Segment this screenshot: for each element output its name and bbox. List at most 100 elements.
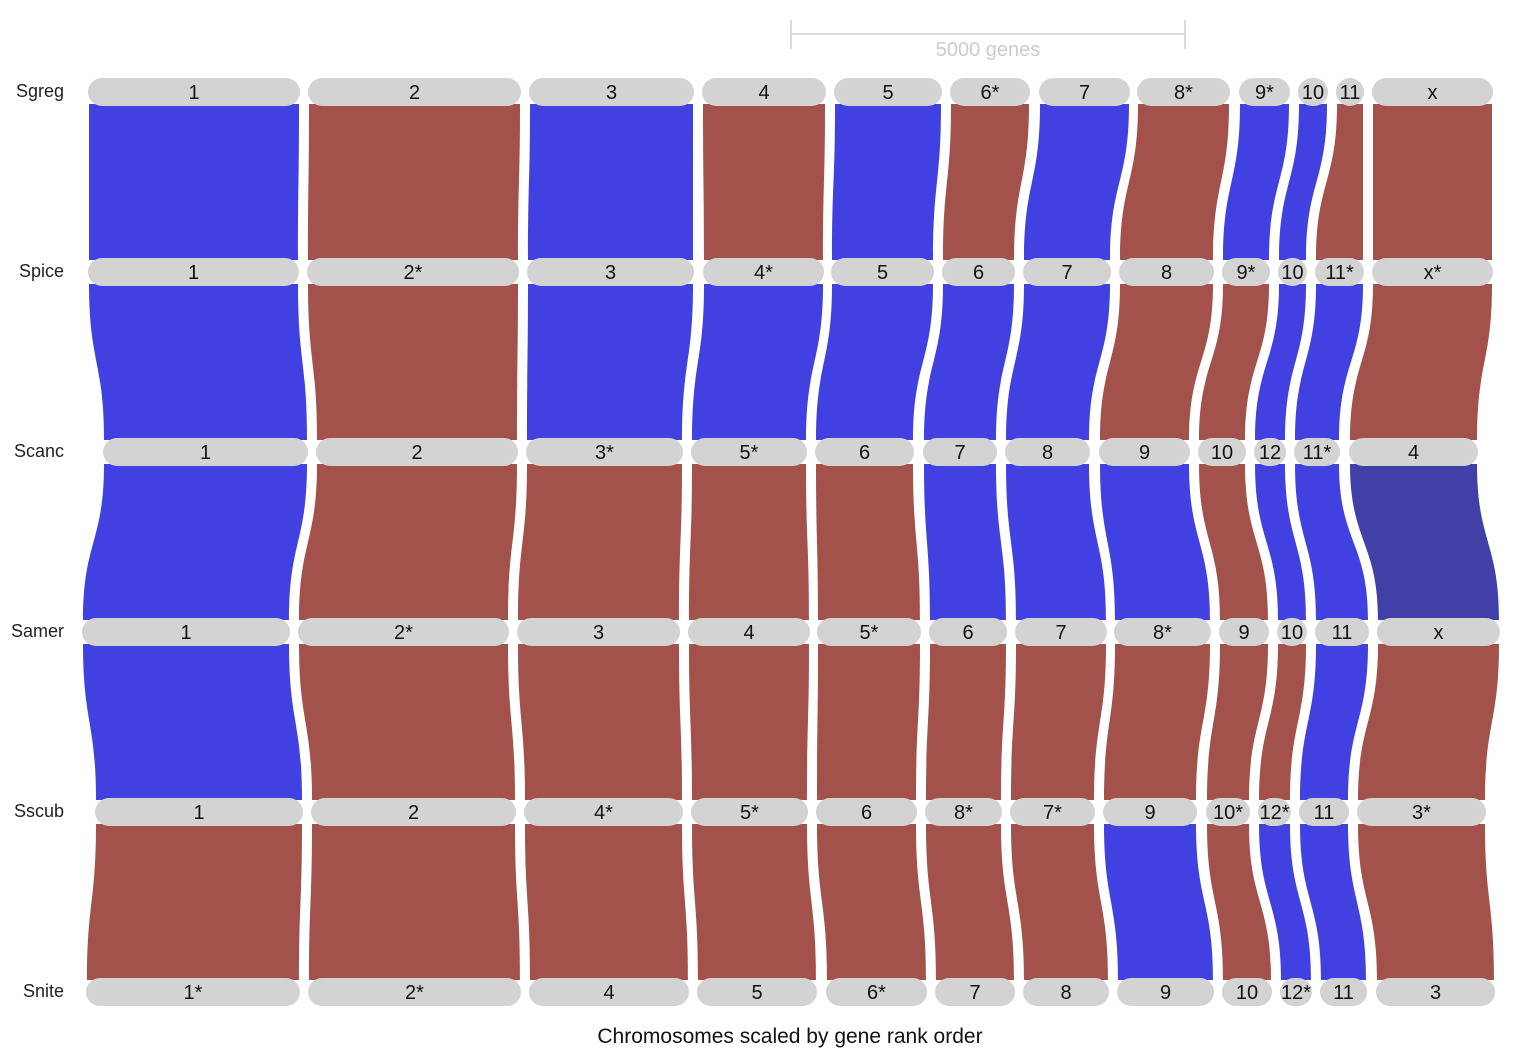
chromosome-label: 4 [743,622,754,644]
synteny-ribbon [1373,104,1492,260]
synteny-ribbon [817,824,926,980]
chromosome-label: 7 [969,982,980,1004]
synteny-ribbon [1207,644,1268,800]
chromosome-bar [1294,438,1340,466]
chromosome-bar [703,258,824,286]
chromosome-bar [1222,978,1272,1006]
chromosome-label: 2* [405,982,424,1004]
chromosome-bar [529,978,689,1006]
synteny-ribbon [1207,824,1271,980]
chromosome-bar [1372,258,1493,286]
chromosome-bar [88,258,299,286]
chromosome-label: 3* [1412,802,1431,824]
chromosome-bar [307,258,519,286]
synteny-ribbon [926,644,1006,800]
chromosome-label: 2* [404,262,423,284]
chromosome-bar [1099,438,1190,466]
chromosome-label: 6 [859,442,870,464]
chromosome-label: 6* [867,982,886,1004]
chromosome-label: 1 [188,262,199,284]
chromosome-label: 1 [188,82,199,104]
chromosome-bar [527,258,694,286]
synteny-ribbon [1006,284,1110,440]
synteny-ribbon [1199,284,1269,440]
synteny-ribbon [308,284,518,440]
chromosome-label: 11 [1340,82,1361,104]
chromosome-label: 4 [1408,442,1419,464]
chromosome-label: 8* [1174,82,1193,104]
chromosome-label: 1* [184,982,203,1004]
chromosome-label: 6 [973,262,984,284]
chromosome-bar [1336,78,1364,106]
synteny-ribbon [924,464,1006,620]
chromosome-bar [697,978,817,1006]
chromosome-label: 8 [1161,262,1172,284]
synteny-ribbon [1104,644,1210,800]
chromosome-bar [950,78,1030,106]
chromosome-bar [1349,438,1478,466]
synteny-ribbon [518,464,682,620]
chromosome-label: 11 [1332,622,1353,644]
chromosome-label: 5* [740,802,759,824]
chromosome-label: 10* [1213,802,1243,824]
chromosome-bar [1206,798,1250,826]
chromosome-label: 8* [1153,622,1172,644]
synteny-ribbon [816,464,920,620]
synteny-ribbon [527,284,693,440]
synteny-ribbon [1006,464,1106,620]
genome-label: Scanc [13,441,64,461]
chromosome-bar [526,438,683,466]
chromosome-label: 10 [1302,82,1324,104]
chromosome-label: 9 [1160,982,1171,1004]
synteny-ribbon [1255,464,1306,620]
chromosome-bar [1320,978,1367,1006]
chromosome-label: 9 [1144,802,1155,824]
synteny-ribbon [528,104,693,260]
genome-label: Snite [22,981,64,1001]
chromosome-bar [1357,798,1486,826]
synteny-ribbon [1295,284,1363,440]
chromosome-label: 12* [1259,802,1289,824]
synteny-ribbon [89,284,307,440]
chromosome-bar [935,978,1015,1006]
chromosome-bar [86,978,300,1006]
chromosome-bar [1254,438,1286,466]
chromosome-bar [1005,438,1090,466]
chromosome-label: 11 [1333,982,1354,1004]
chromosome-bar [1299,798,1349,826]
chromosome-bar [529,78,694,106]
chromosome-label: 12 [1259,442,1281,464]
synteny-ribbon [299,644,515,800]
chromosome-label: x [1434,622,1444,644]
synteny-ribbon [299,464,517,620]
chromosome-label: 5 [877,262,888,284]
chromosome-bar [816,798,917,826]
chromosome-bar [1258,798,1291,826]
chromosome-bar [815,438,914,466]
synteny-ribbon [1350,284,1492,440]
synteny-ribbon [1279,104,1327,260]
chromosome-bar [1222,258,1270,286]
synteny-ribbon [1255,284,1306,440]
chromosomes: 1 2 3 4 5 6* 7 8* 9* 10 11 x1 2* 3 4* 5 6 7 8 9* 10 11* x*1 2 3*… [82,78,1500,1006]
synteny-ribbon [689,464,809,620]
chromosome-label: 5* [740,442,759,464]
chromosome-bar [831,258,934,286]
chromosome-label: 8 [1042,442,1053,464]
synteny-ribbon [1100,284,1213,440]
chromosome-bar [1372,78,1493,106]
synteny-ribbon [1024,104,1129,260]
synteny-ribbon [1100,464,1210,620]
synteny-ribbon [1259,644,1306,800]
synteny-ribbon [703,104,825,260]
synteny-ribbon [525,824,688,980]
chromosome-label: 4* [754,262,773,284]
synteny-ribbon [1300,824,1366,980]
chromosome-label: 9* [1255,82,1274,104]
synteny-ribbon [689,644,809,800]
synteny-ribbon [692,284,823,440]
chromosome-bar [834,78,942,106]
synteny-ribbon [1223,104,1289,260]
chromosome-bar [1039,78,1130,106]
